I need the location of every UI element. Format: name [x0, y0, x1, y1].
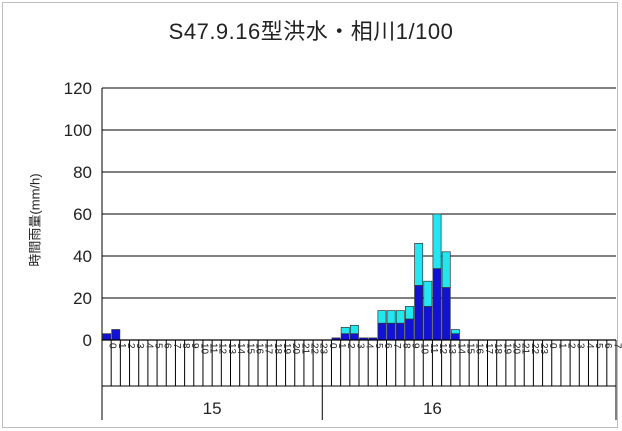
bar-lower-segment — [340, 333, 350, 341]
hour-label: 18 — [492, 343, 503, 355]
hour-label: 21 — [299, 343, 310, 355]
hour-label: 18 — [272, 343, 283, 355]
hour-label: 2 — [125, 343, 136, 349]
hour-label: 3 — [134, 343, 145, 349]
bar-upper-segment — [340, 327, 350, 335]
hour-label: 12 — [437, 343, 448, 355]
hour-label: 3 — [575, 343, 586, 349]
y-tick-label: 100 — [64, 121, 92, 140]
hour-label: 0 — [327, 343, 338, 349]
hour-label: 3 — [354, 343, 365, 349]
hour-label: 4 — [584, 343, 595, 349]
hour-label: 7 — [171, 343, 182, 349]
bar-lower-segment — [441, 287, 451, 341]
hour-label: 9 — [189, 343, 200, 349]
bar-upper-segment — [395, 310, 405, 324]
hour-label: 6 — [162, 343, 173, 349]
hour-label: 15 — [244, 343, 255, 355]
y-tick-label: 60 — [73, 205, 92, 224]
bar-lower-segment — [423, 306, 433, 341]
bar-lower-segment — [405, 318, 414, 341]
bar-lower-segment — [349, 333, 359, 341]
hour-label: 1 — [556, 343, 567, 349]
bar-lower-segment — [386, 322, 396, 341]
hour-label: 13 — [446, 343, 457, 355]
bar-lower-segment — [432, 268, 442, 341]
y-tick-label: 40 — [73, 247, 92, 266]
hour-label: 17 — [263, 343, 274, 355]
hour-label: 2 — [345, 343, 356, 349]
y-tick-label: 20 — [73, 289, 92, 308]
hour-label: 21 — [520, 343, 531, 355]
hour-label: 2 — [566, 343, 577, 349]
bar-lower-segment — [414, 285, 424, 341]
bar-upper-segment — [423, 280, 433, 307]
hour-label: 8 — [180, 343, 191, 349]
hour-label: 8 — [400, 343, 411, 349]
hour-label: 19 — [281, 343, 292, 355]
hour-label: 10 — [419, 343, 430, 355]
hour-label: 5 — [373, 343, 384, 349]
y-tick-label: 0 — [83, 331, 92, 350]
hour-label: 7 — [611, 343, 622, 349]
hour-label: 9 — [409, 343, 420, 349]
bar-lower-segment — [450, 333, 460, 341]
bar-upper-segment — [414, 243, 424, 286]
hour-label: 17 — [483, 343, 494, 355]
hour-label: 4 — [364, 343, 375, 349]
bar-upper-segment — [377, 310, 387, 324]
hour-label: 5 — [593, 343, 604, 349]
hour-label: 16 — [253, 343, 264, 355]
hour-label: 23 — [318, 343, 329, 355]
hour-label: 6 — [382, 343, 393, 349]
hour-label: 23 — [538, 343, 549, 355]
hour-label: 15 — [465, 343, 476, 355]
hour-label: 10 — [198, 343, 209, 355]
hour-label: 7 — [391, 343, 402, 349]
bar-upper-segment — [450, 329, 460, 335]
hour-label: 11 — [428, 343, 439, 354]
hour-label: 1 — [336, 343, 347, 349]
bar-upper-segment — [441, 251, 451, 288]
hour-label: 19 — [501, 343, 512, 355]
hour-label: 14 — [235, 343, 246, 355]
hour-label: 0 — [107, 343, 118, 349]
bar-upper-segment — [386, 310, 396, 324]
hour-label: 20 — [510, 343, 521, 355]
chart-title: S47.9.16型洪水・相川1/100 — [168, 19, 454, 44]
hour-label: 13 — [226, 343, 237, 355]
hour-label: 1 — [116, 343, 127, 349]
hour-label: 6 — [602, 343, 613, 349]
hour-label: 16 — [474, 343, 485, 355]
hour-label: 4 — [143, 343, 154, 349]
hour-label: 14 — [455, 343, 466, 355]
y-tick-label: 120 — [64, 79, 92, 98]
hour-label: 20 — [290, 343, 301, 355]
bar-lower-segment — [377, 322, 387, 341]
hour-label: 11 — [208, 343, 219, 354]
bar-lower-segment — [102, 333, 112, 341]
hour-label: 0 — [547, 343, 558, 349]
bar-lower-segment — [395, 322, 405, 341]
hour-label: 5 — [152, 343, 163, 349]
day-label: 16 — [423, 399, 442, 418]
bar-lower-segment — [111, 329, 121, 341]
bar-upper-segment — [405, 306, 414, 320]
hour-label: 12 — [217, 343, 228, 355]
y-tick-label: 80 — [73, 163, 92, 182]
hour-label: 22 — [309, 343, 320, 355]
hour-label: 22 — [529, 343, 540, 355]
bar-upper-segment — [349, 324, 359, 335]
day-label: 15 — [203, 399, 222, 418]
bar-upper-segment — [432, 213, 442, 269]
